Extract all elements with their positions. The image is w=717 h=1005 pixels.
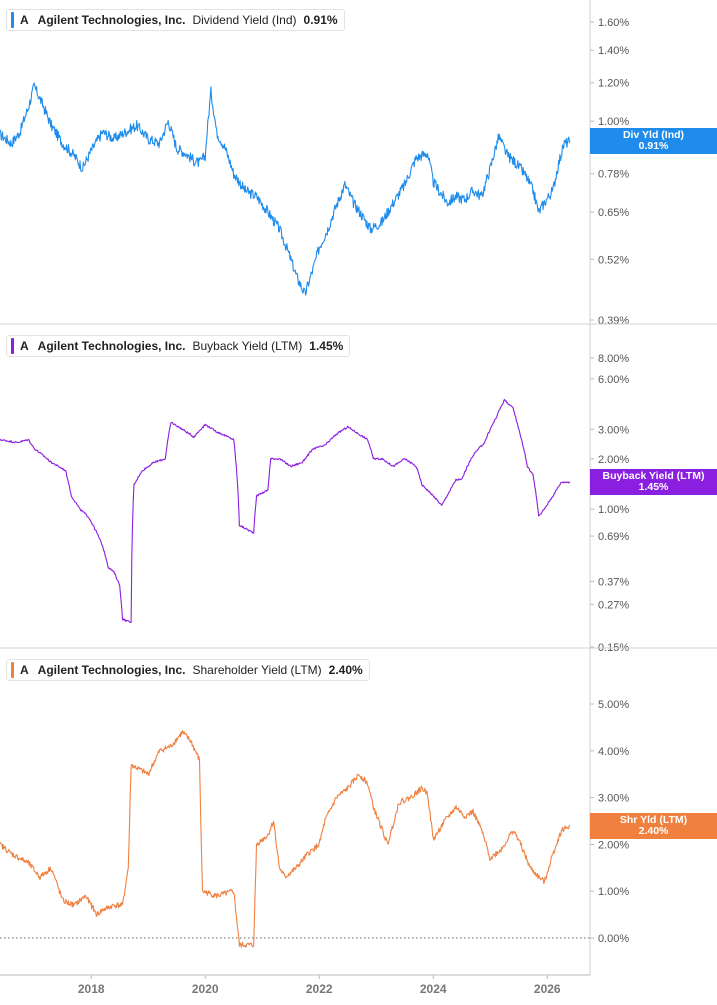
y-tick-label: 1.40% xyxy=(598,45,629,57)
legend-company-name: Agilent Technologies, Inc. xyxy=(37,13,186,27)
y-tick-label: 0.39% xyxy=(598,315,629,327)
y-tick-label: 8.00% xyxy=(598,353,629,365)
current-value-tag-dividend: Div Yld (Ind) 0.91% xyxy=(590,128,717,155)
y-tick-label: 6.00% xyxy=(598,374,629,386)
y-tick-label: 0.00% xyxy=(598,933,629,945)
x-tick-label: 2026 xyxy=(534,982,561,996)
y-tick-label: 0.65% xyxy=(598,207,629,219)
x-tick-label: 2020 xyxy=(192,982,219,996)
y-tick-label: 4.00% xyxy=(598,746,629,758)
y-tick-label: 0.78% xyxy=(598,169,629,181)
legend-ticker: A xyxy=(20,339,29,353)
y-tick-label: 2.00% xyxy=(598,454,629,466)
y-tick-label: 1.00% xyxy=(598,116,629,128)
series-line xyxy=(0,82,571,296)
current-value-tag-shareholder: Shr Yld (LTM) 2.40% xyxy=(590,812,717,839)
y-tick-label: 0.69% xyxy=(598,531,629,543)
y-tick-label: 0.27% xyxy=(598,599,629,611)
x-tick-label: 2022 xyxy=(306,982,333,996)
y-tick-label: 1.60% xyxy=(598,17,629,29)
legend-metric-name: Buyback Yield (LTM) xyxy=(192,339,303,353)
legend-ticker: A xyxy=(20,13,29,27)
x-tick-label: 2024 xyxy=(420,982,447,996)
tag-value: 1.45% xyxy=(638,481,669,494)
legend-shareholder-yield[interactable]: A Agilent Technologies, Inc. Shareholder… xyxy=(6,659,370,681)
legend-metric-name: Dividend Yield (Ind) xyxy=(192,13,297,27)
tag-value: 0.91% xyxy=(638,140,669,153)
y-tick-label: 1.00% xyxy=(598,504,629,516)
tag-value: 2.40% xyxy=(638,824,669,837)
legend-current-value: 0.91% xyxy=(303,13,338,27)
x-tick-label: 2018 xyxy=(78,982,105,996)
y-tick-label: 0.37% xyxy=(598,576,629,588)
y-tick-label: 3.00% xyxy=(598,793,629,805)
legend-current-value: 1.45% xyxy=(309,339,344,353)
series-color-swatch xyxy=(11,12,14,28)
tag-label: Shr Yld (LTM) xyxy=(619,813,688,826)
legend-metric-name: Shareholder Yield (LTM) xyxy=(192,663,322,677)
y-tick-label: 1.20% xyxy=(598,78,629,90)
legend-buyback-yield[interactable]: A Agilent Technologies, Inc. Buyback Yie… xyxy=(6,335,351,357)
y-tick-label: 5.00% xyxy=(598,699,629,711)
legend-current-value: 2.40% xyxy=(328,663,363,677)
y-tick-label: 1.00% xyxy=(598,886,629,898)
tag-label: Div Yld (Ind) xyxy=(622,129,685,142)
y-tick-label: 2.00% xyxy=(598,839,629,851)
series-color-swatch xyxy=(11,338,14,354)
legend-ticker: A xyxy=(20,663,29,677)
y-tick-label: 0.52% xyxy=(598,254,629,266)
series-color-swatch xyxy=(11,662,14,678)
y-tick-label: 3.00% xyxy=(598,424,629,436)
legend-company-name: Agilent Technologies, Inc. xyxy=(37,339,186,353)
legend-company-name: Agilent Technologies, Inc. xyxy=(37,663,186,677)
legend-dividend-yield[interactable]: A Agilent Technologies, Inc. Dividend Yi… xyxy=(6,9,345,31)
series-line xyxy=(0,398,571,624)
series-line xyxy=(0,730,571,948)
current-value-tag-buyback: Buyback Yield (LTM) 1.45% xyxy=(590,469,717,496)
tag-label: Buyback Yield (LTM) xyxy=(602,470,705,483)
